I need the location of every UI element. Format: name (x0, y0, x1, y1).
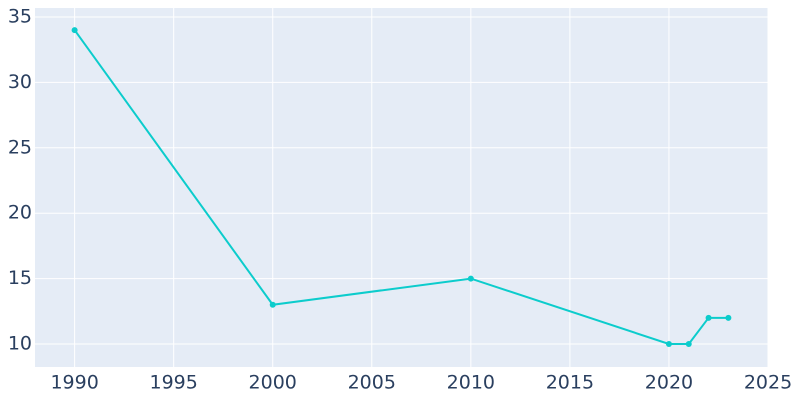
y-tick-label: 25 (8, 136, 32, 158)
x-tick-label: 2000 (249, 372, 297, 394)
y-tick-label: 30 (8, 71, 32, 93)
x-tick-label: 2020 (645, 372, 693, 394)
x-tick-label: 2025 (744, 372, 792, 394)
y-tick-label: 15 (8, 267, 32, 289)
plot-area (35, 8, 768, 367)
point (269, 301, 276, 308)
x-tick-label: 2005 (348, 372, 396, 394)
point (665, 340, 672, 347)
point (705, 314, 712, 321)
y-tick-label: 10 (8, 332, 32, 354)
y-tick-label: 20 (8, 202, 32, 224)
point (685, 340, 692, 347)
y-tick-label: 35 (8, 6, 32, 28)
point (725, 314, 732, 321)
point (71, 27, 78, 34)
point (467, 275, 474, 282)
x-tick-label: 2010 (447, 372, 495, 394)
x-tick-label: 1990 (50, 372, 98, 394)
x-tick-label: 1995 (149, 372, 197, 394)
x-tick-label: 2015 (546, 372, 594, 394)
